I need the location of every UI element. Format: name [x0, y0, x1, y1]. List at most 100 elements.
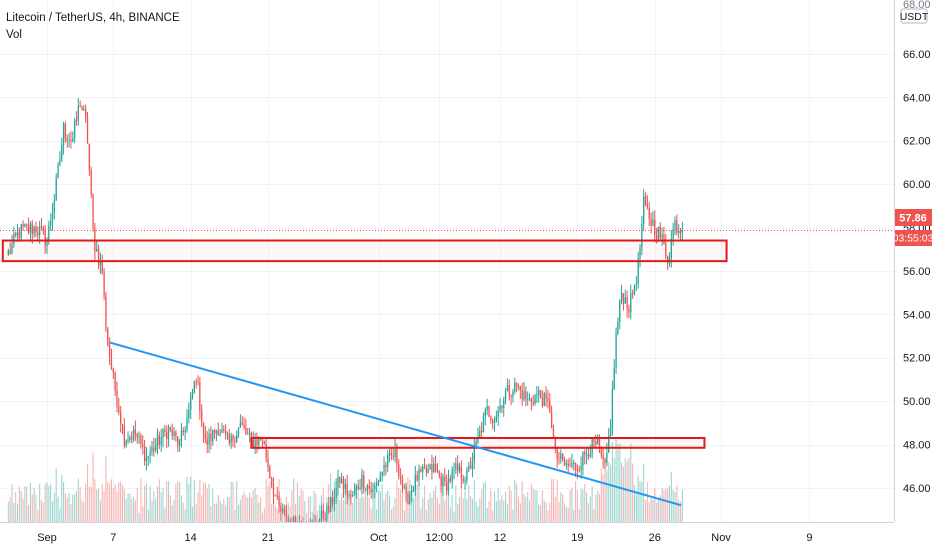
candle-body[interactable]	[131, 437, 133, 440]
candle-body[interactable]	[521, 389, 523, 400]
candle-body[interactable]	[108, 345, 111, 357]
candle-body[interactable]	[230, 435, 232, 444]
candle-body[interactable]	[359, 488, 361, 490]
candle-body[interactable]	[341, 478, 343, 484]
candle-body[interactable]	[66, 138, 68, 141]
candle-body[interactable]	[335, 488, 337, 499]
candle-body[interactable]	[563, 459, 566, 465]
candle-body[interactable]	[180, 430, 183, 440]
candle-body[interactable]	[615, 333, 617, 368]
candle-body[interactable]	[503, 399, 505, 408]
candle-body[interactable]	[401, 478, 404, 487]
candle-body[interactable]	[271, 478, 273, 486]
candle-body[interactable]	[51, 212, 54, 222]
candle-body[interactable]	[655, 235, 658, 240]
candle-body[interactable]	[241, 422, 243, 425]
candle-body[interactable]	[416, 474, 418, 481]
candle-body[interactable]	[278, 495, 280, 507]
candle-body[interactable]	[283, 508, 286, 512]
candle-body[interactable]	[584, 452, 586, 455]
candle-body[interactable]	[635, 283, 637, 285]
candle-body[interactable]	[515, 382, 518, 386]
candle-body[interactable]	[538, 390, 540, 395]
candle-body[interactable]	[558, 458, 560, 460]
candle-body[interactable]	[549, 400, 551, 412]
candle-body[interactable]	[482, 416, 485, 433]
candle-body[interactable]	[398, 464, 400, 477]
candle-body[interactable]	[613, 367, 615, 390]
candle-body[interactable]	[547, 398, 549, 401]
candle-body[interactable]	[462, 478, 464, 481]
candle-body[interactable]	[85, 108, 87, 118]
candle-body[interactable]	[644, 196, 647, 204]
candle-body[interactable]	[626, 297, 628, 310]
candle-body[interactable]	[589, 454, 591, 457]
candle-body[interactable]	[451, 470, 453, 482]
candle-body[interactable]	[473, 446, 475, 462]
candle-body[interactable]	[272, 485, 275, 496]
candle-body[interactable]	[212, 429, 214, 441]
candle-body[interactable]	[276, 495, 278, 497]
candle-body[interactable]	[550, 411, 553, 429]
candle-body[interactable]	[239, 422, 242, 428]
candle-body[interactable]	[149, 452, 151, 456]
candle-body[interactable]	[643, 196, 645, 224]
candle-body[interactable]	[508, 385, 510, 396]
time-axis[interactable]: Sep 7 14 21 Oct 12:00 12 19 26 Nov 9	[0, 522, 932, 550]
candle-body[interactable]	[445, 481, 448, 491]
candle-body[interactable]	[361, 475, 363, 489]
candle-body[interactable]	[617, 321, 619, 334]
candle-body[interactable]	[236, 435, 238, 443]
candle-body[interactable]	[164, 429, 166, 432]
candle-body[interactable]	[156, 435, 159, 446]
candle-body[interactable]	[158, 435, 161, 445]
candle-body[interactable]	[44, 229, 46, 246]
candle-body[interactable]	[387, 455, 389, 467]
candle-body[interactable]	[565, 463, 568, 465]
candle-body[interactable]	[530, 398, 533, 402]
candle-body[interactable]	[560, 453, 562, 460]
candle-body[interactable]	[186, 418, 188, 431]
candle-body[interactable]	[659, 226, 661, 238]
candle-body[interactable]	[24, 224, 26, 227]
candle-body[interactable]	[556, 448, 558, 459]
candle-body[interactable]	[388, 452, 391, 456]
candle-body[interactable]	[510, 395, 512, 397]
candle-body[interactable]	[331, 497, 334, 504]
candle-body[interactable]	[657, 226, 660, 240]
candle-body[interactable]	[33, 226, 35, 235]
candle-body[interactable]	[412, 490, 415, 492]
candle-body[interactable]	[162, 429, 164, 438]
candle-body[interactable]	[232, 435, 234, 442]
candle-body[interactable]	[22, 224, 24, 227]
candle-body[interactable]	[512, 391, 514, 397]
candle-body[interactable]	[585, 454, 588, 456]
candle-body[interactable]	[678, 230, 680, 234]
candle-body[interactable]	[265, 444, 267, 459]
candle-body[interactable]	[641, 223, 643, 248]
candle-body[interactable]	[370, 488, 372, 493]
candle-body[interactable]	[7, 250, 9, 255]
candle-body[interactable]	[18, 232, 21, 239]
candle-body[interactable]	[619, 300, 621, 322]
candle-body[interactable]	[414, 474, 416, 491]
candle-body[interactable]	[35, 226, 37, 233]
candle-body[interactable]	[665, 243, 667, 257]
candle-body[interactable]	[202, 422, 205, 434]
candle-body[interactable]	[145, 456, 148, 462]
candle-body[interactable]	[210, 433, 212, 441]
candle-body[interactable]	[622, 293, 625, 304]
candle-body[interactable]	[118, 406, 120, 413]
candle-body[interactable]	[576, 469, 579, 471]
candle-body[interactable]	[598, 438, 601, 448]
candle-body[interactable]	[352, 495, 354, 497]
candle-body[interactable]	[670, 238, 672, 259]
candle-body[interactable]	[37, 232, 39, 236]
candle-body[interactable]	[59, 159, 61, 165]
candle-body[interactable]	[447, 478, 450, 491]
candle-body[interactable]	[191, 392, 194, 398]
candle-body[interactable]	[650, 218, 652, 226]
candle-body[interactable]	[571, 463, 573, 467]
candle-body[interactable]	[620, 293, 623, 301]
candle-body[interactable]	[633, 284, 636, 295]
